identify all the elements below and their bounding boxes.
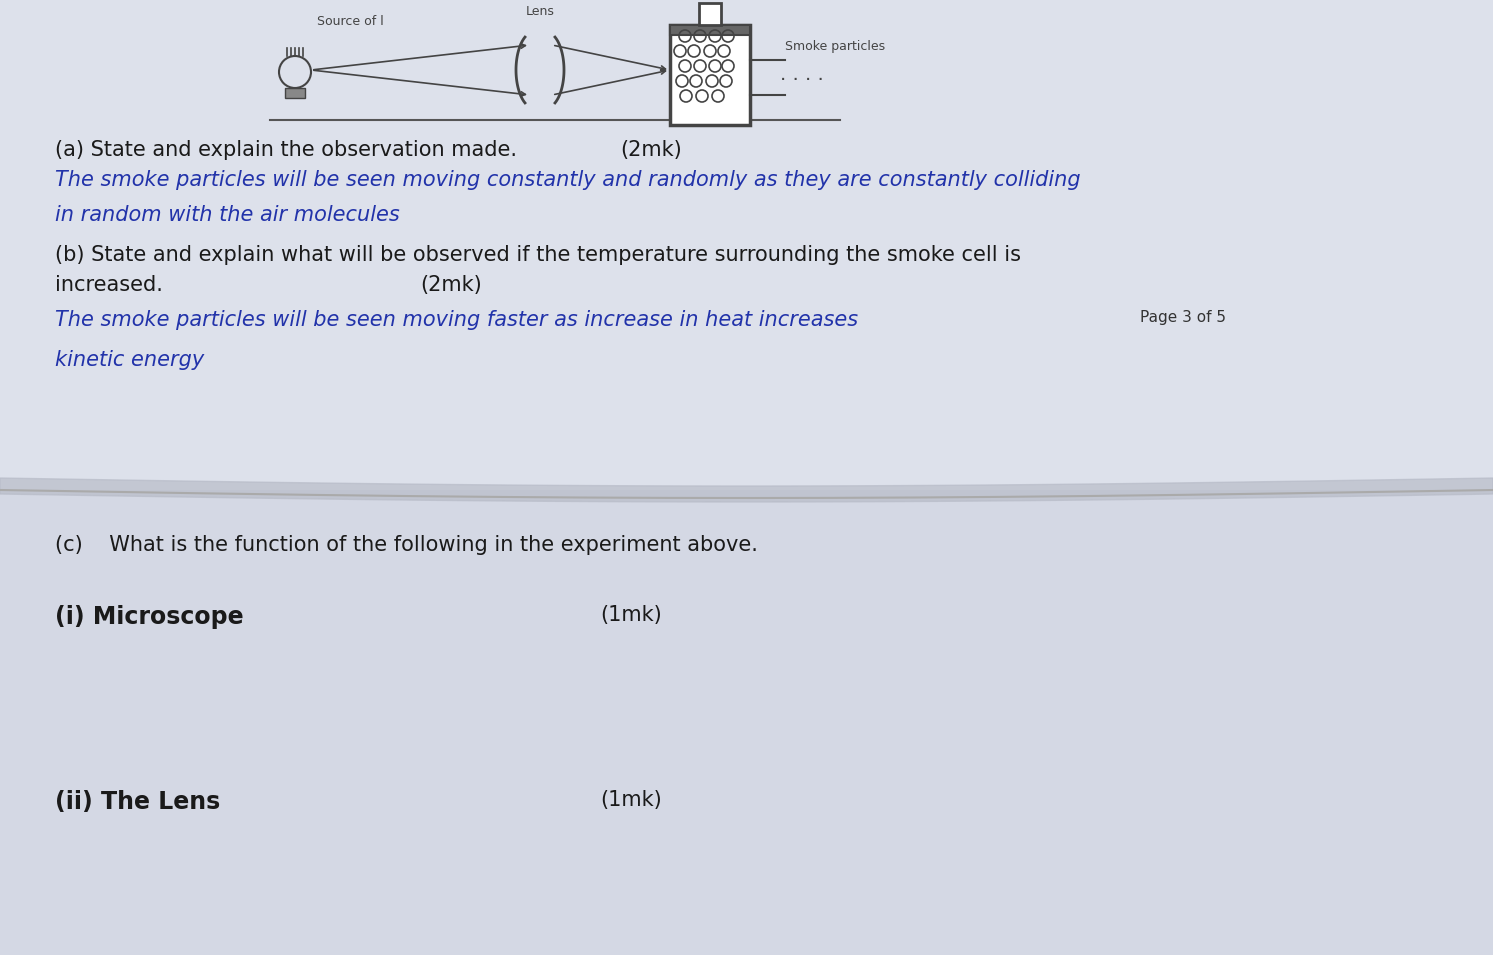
- Bar: [670, 25, 749, 35]
- Text: (b) State and explain what will be observed if the temperature surrounding the s: (b) State and explain what will be obser…: [55, 245, 1021, 265]
- Bar: [699, 3, 721, 25]
- Text: . . . .: . . . .: [779, 66, 824, 84]
- Text: Lens: Lens: [526, 5, 554, 18]
- Text: The smoke particles will be seen moving faster as increase in heat increases: The smoke particles will be seen moving …: [55, 310, 858, 330]
- Text: (2mk): (2mk): [420, 275, 482, 295]
- Text: Source of l: Source of l: [317, 15, 384, 28]
- Text: Page 3 of 5: Page 3 of 5: [1141, 310, 1226, 325]
- Text: (i) Microscope: (i) Microscope: [55, 605, 243, 629]
- Text: (1mk): (1mk): [600, 605, 661, 625]
- Text: (a) State and explain the observation made.: (a) State and explain the observation ma…: [55, 140, 517, 160]
- Bar: [0, 0, 1493, 490]
- Bar: [670, 25, 749, 125]
- Text: (c)    What is the function of the following in the experiment above.: (c) What is the function of the followin…: [55, 535, 758, 555]
- Text: (1mk): (1mk): [600, 790, 661, 810]
- Text: (2mk): (2mk): [620, 140, 682, 160]
- Text: The smoke particles will be seen moving constantly and randomly as they are cons: The smoke particles will be seen moving …: [55, 170, 1081, 190]
- Text: Smoke particles: Smoke particles: [785, 40, 885, 53]
- Text: increased.: increased.: [55, 275, 163, 295]
- Text: (ii) The Lens: (ii) The Lens: [55, 790, 221, 814]
- Bar: [285, 88, 305, 98]
- Text: kinetic energy: kinetic energy: [55, 350, 205, 370]
- Text: in random with the air molecules: in random with the air molecules: [55, 205, 400, 225]
- Bar: [0, 490, 1493, 955]
